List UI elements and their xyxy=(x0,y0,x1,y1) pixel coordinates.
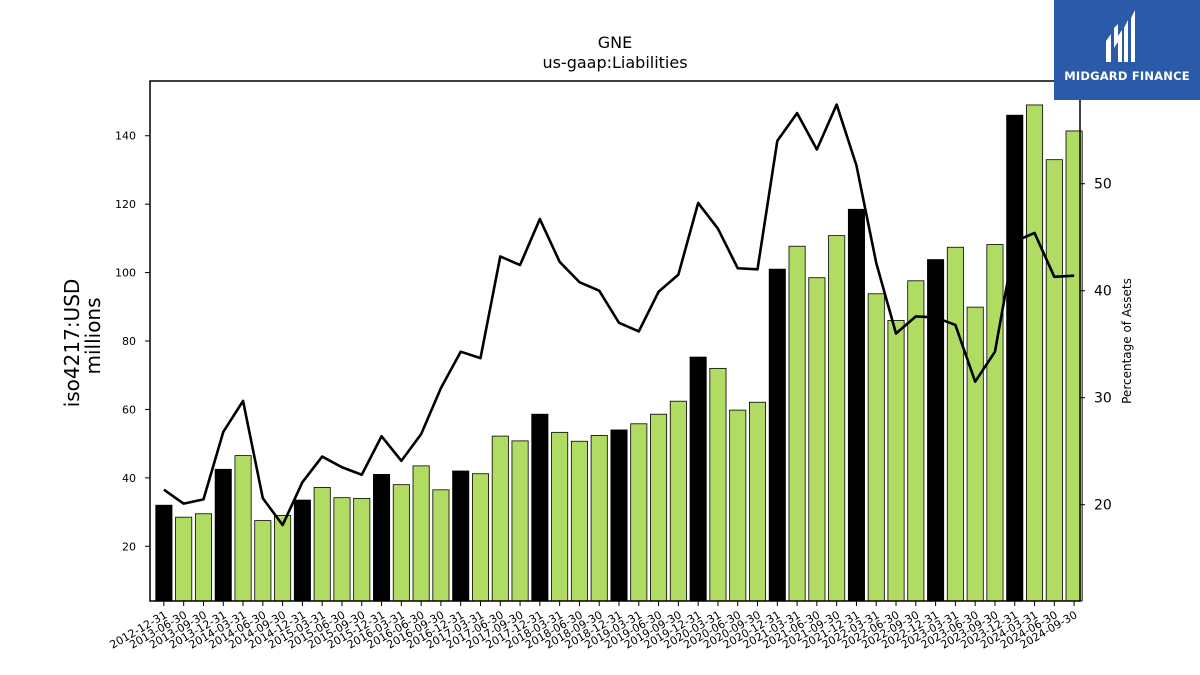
bar-2021-03-31 xyxy=(788,245,806,602)
right-axis: 20 30 40 50 xyxy=(1080,177,1112,514)
bar-2021-06-30 xyxy=(808,277,826,602)
chart-subtitle: us-gaap:Liabilities xyxy=(542,53,687,72)
bar-2023-12-31 xyxy=(1006,114,1024,602)
bar-2021-12-31 xyxy=(847,208,865,602)
logo-mark-icon xyxy=(1106,10,1135,62)
bar-2015-09-30 xyxy=(353,497,371,602)
y-tick-label: 60 xyxy=(122,403,136,416)
chart-title: GNE xyxy=(598,33,632,52)
bar-2013-12-31 xyxy=(214,468,232,602)
bar-2015-03-31 xyxy=(313,487,331,602)
y2-tick-label: 40 xyxy=(1094,284,1112,300)
y-axis-label: iso4217:USD xyxy=(60,279,84,408)
bar-2013-06-30 xyxy=(175,516,193,602)
bar-2018-12-31 xyxy=(610,429,628,602)
bar-2020-06-30 xyxy=(729,409,747,602)
x-axis: 2012-12-312013-06-302013-09-302013-12-31… xyxy=(108,601,1080,652)
bar-2014-12-31 xyxy=(293,499,311,602)
bar-2012-12-31 xyxy=(155,504,173,602)
bar-2016-06-30 xyxy=(412,465,430,602)
y2-tick-label: 50 xyxy=(1094,177,1112,193)
bar-2019-12-31 xyxy=(689,356,707,602)
bar-2017-09-30 xyxy=(511,440,529,602)
bars-group xyxy=(155,104,1083,602)
y-axis-label-units: millions xyxy=(81,297,105,374)
percentage-line xyxy=(163,103,1075,527)
y-tick-label: 80 xyxy=(122,335,136,348)
bar-2019-03-31 xyxy=(630,423,648,602)
bar-2018-06-30 xyxy=(570,440,588,602)
bar-2023-03-31 xyxy=(946,246,964,602)
bar-2015-06-30 xyxy=(333,497,351,602)
bar-2018-09-30 xyxy=(590,435,608,602)
bar-2020-12-31 xyxy=(768,268,786,602)
bar-2014-06-30 xyxy=(254,520,272,602)
bar-2023-09-30 xyxy=(986,244,1004,602)
bar-2022-03-31 xyxy=(867,293,885,602)
bar-2016-03-31 xyxy=(392,484,410,602)
bar-2014-09-30 xyxy=(274,515,292,602)
left-axis: 20 40 60 80 100 120 140 xyxy=(115,130,150,553)
bar-2020-09-30 xyxy=(749,401,767,602)
bar-2019-09-30 xyxy=(669,400,687,602)
y2-tick-label: 30 xyxy=(1094,391,1112,407)
bar-2016-09-30 xyxy=(432,489,450,602)
bar-2018-03-31 xyxy=(551,431,569,602)
bar-2017-12-31 xyxy=(531,413,549,602)
bar-2023-06-30 xyxy=(966,306,984,602)
brand-name: MIDGARD FINANCE xyxy=(1064,69,1190,83)
bar-2017-03-31 xyxy=(471,473,490,602)
y2-tick-label: 20 xyxy=(1094,498,1112,514)
bar-2019-06-30 xyxy=(650,413,668,602)
bar-2014-03-31 xyxy=(234,455,252,602)
y-tick-label: 140 xyxy=(115,130,136,143)
bar-2013-09-30 xyxy=(194,513,212,602)
y-tick-label: 20 xyxy=(122,540,136,553)
bar-2020-03-31 xyxy=(709,367,727,602)
bar-2022-12-31 xyxy=(927,259,945,602)
bar-2024-03-31 xyxy=(1026,104,1044,602)
brand-logo: MIDGARD FINANCE xyxy=(1054,0,1200,100)
bar-2015-12-31 xyxy=(373,474,391,602)
bar-2021-09-30 xyxy=(828,235,846,602)
bar-2016-12-31 xyxy=(452,470,470,602)
bar-2024-06-30 xyxy=(1045,159,1063,602)
y2-axis-label: Percentage of Assets xyxy=(1120,278,1134,404)
line-group xyxy=(163,103,1075,527)
bar-2022-09-30 xyxy=(907,280,925,602)
y-tick-label: 100 xyxy=(115,267,136,280)
y-tick-label: 120 xyxy=(115,198,136,211)
y-tick-label: 40 xyxy=(122,472,136,485)
bar-2017-06-30 xyxy=(491,435,509,602)
bar-2022-06-30 xyxy=(887,320,905,602)
